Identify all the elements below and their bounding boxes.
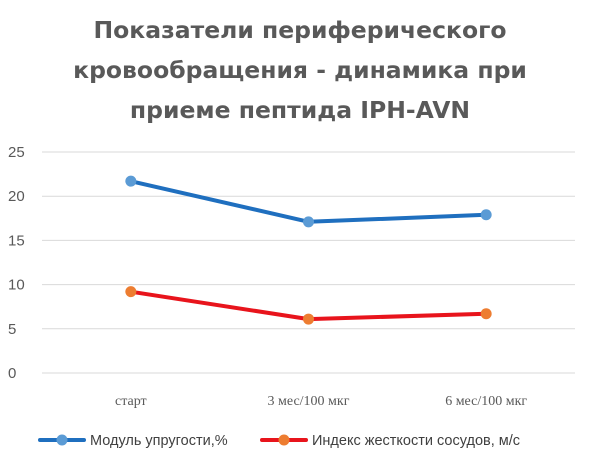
x-tick-label: 3 мес/100 мкг <box>268 394 350 409</box>
x-tick-label: 6 мес/100 мкг <box>445 394 527 409</box>
data-point <box>480 209 492 221</box>
legend-label-1: Модуль упругости,% <box>90 433 228 449</box>
y-tick-label: 5 <box>8 321 16 338</box>
legend-label-2: Индекс жесткости сосудов, м/с <box>312 433 520 449</box>
legend-marker-2 <box>278 434 290 446</box>
chart-title-line-2: кровообращения - динамика при <box>73 56 527 84</box>
y-tick-label: 15 <box>8 232 25 249</box>
chart-title-line-1: Показатели периферического <box>93 16 507 44</box>
data-point <box>125 175 137 187</box>
data-point <box>303 216 314 228</box>
y-tick-label: 10 <box>8 277 25 294</box>
y-tick-label: 25 <box>8 144 25 161</box>
series-line-1 <box>128 179 489 224</box>
x-tick-label: старт <box>115 394 147 409</box>
chart-title: Показатели периферического кровообращени… <box>60 10 540 130</box>
y-tick-label: 20 <box>8 188 25 205</box>
data-point <box>303 313 314 325</box>
data-point <box>125 286 137 298</box>
legend-marker-1 <box>56 434 68 446</box>
y-tick-label: 0 <box>8 365 16 382</box>
chart-title-line-3: приеме пептида IPH-AVN <box>129 96 471 124</box>
data-point <box>480 308 492 320</box>
